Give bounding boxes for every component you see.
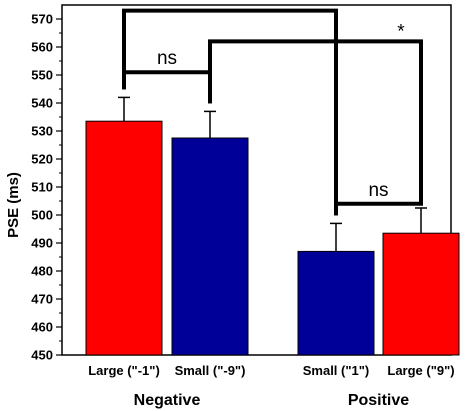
- bars: [85, 96, 460, 356]
- significance-label: **: [229, 0, 244, 12]
- x-tick-label: Small ("1"): [303, 363, 370, 378]
- significance-bracket: [334, 200, 423, 216]
- plot-frame: [61, 4, 452, 356]
- category-labels: Large ("-1") Small ("-9") Small ("1") Large…: [88, 363, 454, 409]
- group-label: Negative: [134, 392, 201, 409]
- x-tick-label: Large ("-1"): [88, 363, 160, 378]
- significance-label: *: [397, 21, 405, 42]
- y-tick-label: 480: [31, 264, 53, 279]
- x-tick-label: Large ("9"): [387, 363, 454, 378]
- significance-bracket: [122, 8, 338, 216]
- y-tick-label: 450: [31, 348, 53, 363]
- bar: [85, 120, 163, 356]
- y-axis-title: PSE (ms): [5, 172, 22, 238]
- y-tick-label: 570: [31, 12, 53, 27]
- significance-label: ns: [368, 180, 388, 201]
- y-tick-label: 460: [31, 320, 53, 335]
- y-tick-label: 470: [31, 292, 53, 307]
- bar: [297, 250, 375, 356]
- y-tick-label: 530: [31, 124, 53, 139]
- y-tick-label: 540: [31, 96, 53, 111]
- y-axis: 450 460 470 480 490 500 510 520 530 540 550 560 570: [31, 12, 62, 363]
- y-tick-label: 500: [31, 208, 53, 223]
- plot-border: [61, 4, 452, 356]
- group-label: Positive: [348, 392, 409, 409]
- y-tick-label: 510: [31, 180, 53, 195]
- y-tick-label: 560: [31, 40, 53, 55]
- bar: [171, 137, 249, 356]
- significance-bracket: [122, 70, 212, 104]
- significance-label: ns: [157, 48, 177, 69]
- significance-bracket: [208, 39, 423, 200]
- y-tick-label: 550: [31, 68, 53, 83]
- y-tick-label: 520: [31, 152, 53, 167]
- y-tick-label: 490: [31, 236, 53, 251]
- bar: [382, 232, 460, 356]
- x-tick-label: Small ("-9"): [175, 363, 246, 378]
